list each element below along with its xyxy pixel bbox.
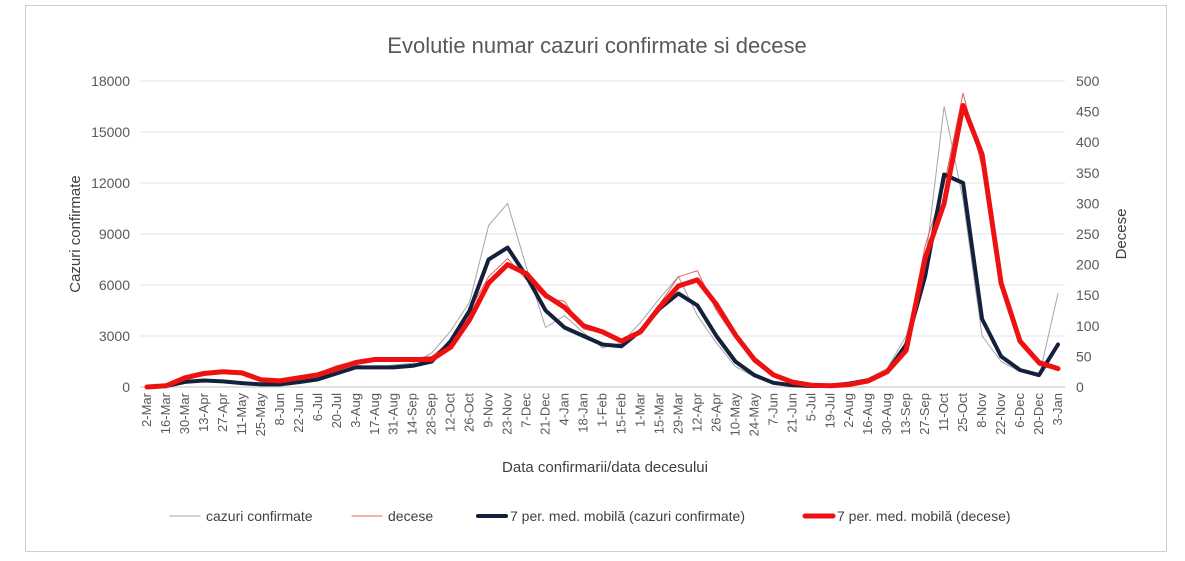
x-tick-label: 13-Sep xyxy=(898,393,913,435)
x-tick-label: 15-Mar xyxy=(651,392,666,434)
x-tick-label: 19-Jul xyxy=(822,393,837,429)
y2-tick-label: 0 xyxy=(1076,379,1084,395)
y2-tick-label: 50 xyxy=(1076,348,1092,364)
x-tick-label: 4-Jan xyxy=(557,393,572,426)
x-tick-label: 23-Nov xyxy=(500,393,515,435)
legend-label-3: 7 per. med. mobilă (decese) xyxy=(837,508,1011,524)
y2-tick-label: 350 xyxy=(1076,165,1100,181)
series-lines xyxy=(144,92,1061,390)
y-axis-label: Cazuri confirmate xyxy=(67,175,84,293)
x-tick-label: 25-Oct xyxy=(955,393,970,432)
x-tick-label: 11-May xyxy=(234,393,249,436)
y2-tick-label: 300 xyxy=(1076,195,1100,211)
x-tick-label: 17-Aug xyxy=(367,393,382,435)
x-tick-label: 3-Aug xyxy=(348,393,363,428)
x-tick-label: 9-Nov xyxy=(481,393,496,428)
x-tick-label: 10-May xyxy=(727,393,742,437)
x-tick-label: 2-Mar xyxy=(139,392,154,427)
x-tick-label: 30-Mar xyxy=(177,392,192,434)
chart-frame xyxy=(25,5,1167,552)
x-tick-label: 24-May xyxy=(746,393,761,437)
y2-tick-label: 500 xyxy=(1076,73,1100,89)
y2-tick-label: 450 xyxy=(1076,104,1100,120)
x-tick-label: 20-Jul xyxy=(329,393,344,429)
x-tick-label: 28-Sep xyxy=(424,393,439,435)
x-tick-label: 30-Aug xyxy=(879,393,894,435)
x-tick-label: 1-Feb xyxy=(595,393,610,427)
y2-axis-label: Decese xyxy=(1113,209,1130,260)
x-tick-label: 29-Mar xyxy=(670,392,685,434)
chart-title: Evolutie numar cazuri confirmate si dece… xyxy=(387,33,806,58)
y2-tick-label: 150 xyxy=(1076,287,1100,303)
x-tick-label: 8-Nov xyxy=(974,393,989,428)
x-tick-label: 8-Jun xyxy=(272,393,287,426)
x-tick-label: 21-Dec xyxy=(538,393,553,435)
legend-label-2: 7 per. med. mobilă (cazuri confirmate) xyxy=(510,508,745,524)
legend: cazuri confirmate decese 7 per. med. mobil… xyxy=(169,508,1011,524)
y-tick-label: 18000 xyxy=(91,73,130,89)
y2-tick-label: 100 xyxy=(1076,318,1100,334)
x-tick-label: 20-Dec xyxy=(1031,393,1046,435)
y2-tick-label: 200 xyxy=(1076,257,1100,273)
x-tick-label: 22-Nov xyxy=(993,393,1008,435)
x-tick-label: 1-Mar xyxy=(632,392,647,427)
x-tick-label: 22-Jun xyxy=(291,393,306,433)
x-tick-label: 5-Jul xyxy=(803,393,818,421)
x-tick-label: 3-Jan xyxy=(1050,393,1065,426)
x-tick-label: 11-Oct xyxy=(936,393,951,431)
x-axis-label: Data confirmarii/data decesului xyxy=(502,459,708,476)
x-tick-label: 18-Jan xyxy=(576,393,591,433)
x-tick-label: 6-Dec xyxy=(1012,393,1027,428)
x-tick-label: 16-Mar xyxy=(158,392,173,434)
legend-label-1: decese xyxy=(388,508,433,524)
x-tick-label: 15-Feb xyxy=(613,393,628,434)
y-tick-label: 12000 xyxy=(91,175,130,191)
y-tick-label: 15000 xyxy=(91,124,130,140)
y-tick-label: 0 xyxy=(122,379,130,395)
x-tick-label: 7-Jun xyxy=(765,393,780,426)
x-tick-label: 31-Aug xyxy=(386,393,401,435)
series-line-3 xyxy=(144,103,1061,390)
y-axis-left: 0 3000 6000 9000 12000 15000 18000 xyxy=(91,73,130,395)
x-tick-label: 7-Dec xyxy=(519,393,534,428)
x-tick-label: 27-Sep xyxy=(917,393,932,435)
x-tick-label: 16-Aug xyxy=(860,393,875,435)
x-axis: 2-Mar 16-Mar 30-Mar 13-Apr 27-Apr 11-May 25-Ma… xyxy=(139,392,1065,436)
legend-label-0: cazuri confirmate xyxy=(206,508,313,524)
y-tick-label: 6000 xyxy=(99,277,130,293)
y-tick-label: 3000 xyxy=(99,328,130,344)
x-tick-label: 14-Sep xyxy=(405,393,420,435)
x-tick-label: 21-Jun xyxy=(784,393,799,433)
y-tick-label: 9000 xyxy=(99,226,130,242)
x-tick-label: 13-Apr xyxy=(196,392,211,432)
y-axis-right: 0 50 100 150 200 250 300 350 400 450 500 xyxy=(1076,73,1100,395)
y2-tick-label: 400 xyxy=(1076,134,1100,150)
x-tick-label: 12-Oct xyxy=(443,393,458,432)
x-tick-label: 27-Apr xyxy=(215,392,230,432)
x-tick-label: 2-Aug xyxy=(841,393,856,428)
gridlines xyxy=(140,80,1065,388)
x-tick-label: 25-May xyxy=(253,393,268,437)
x-tick-label: 26-Oct xyxy=(462,393,477,432)
x-tick-label: 6-Jul xyxy=(310,393,325,421)
x-tick-label: 26-Apr xyxy=(708,392,723,432)
x-tick-label: 12-Apr xyxy=(689,392,704,432)
y2-tick-label: 250 xyxy=(1076,226,1100,242)
